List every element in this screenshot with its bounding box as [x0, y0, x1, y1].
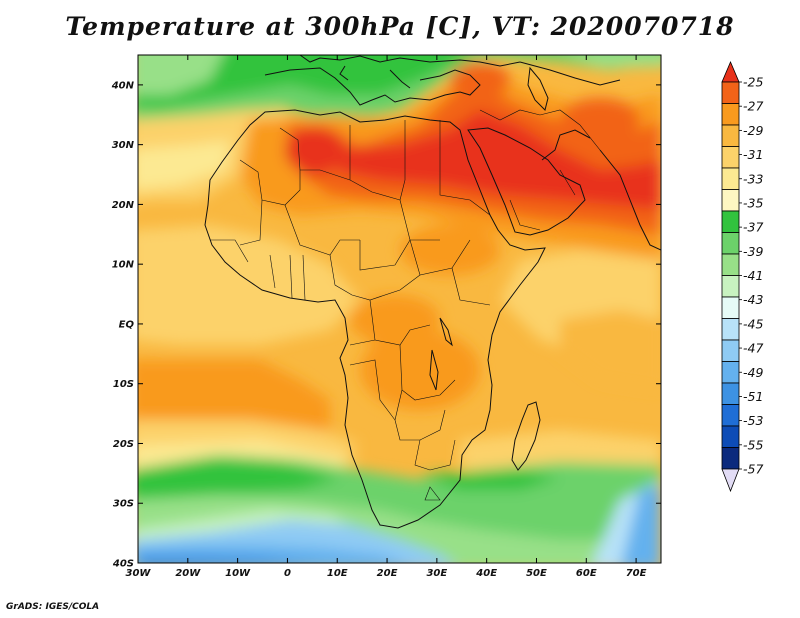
colorbar: -25 -27 -29 -31 -33 -35 -37 -39 -41 -43 -45 -47 -49 -… [721, 60, 763, 493]
colorbar-label: -47 [743, 341, 763, 356]
y-tick-label: 10S [113, 379, 134, 390]
colorbar-top-arrow [721, 60, 740, 83]
colorbar-swatch [721, 189, 740, 212]
colorbar-swatch [721, 81, 740, 104]
map-title: Temperature at 300hPa [C], VT: 202007071… [65, 12, 735, 41]
x-tick-label: 40E [475, 568, 497, 579]
arabia-coastline [467, 127, 586, 236]
colorbar-swatch [721, 167, 740, 190]
colorbar-label: -37 [743, 220, 763, 235]
colorbar-label: -27 [743, 99, 763, 114]
colorbar-label: -29 [743, 123, 763, 138]
country-borders [210, 109, 601, 501]
x-tick-label: 30E [426, 568, 447, 579]
colorbar-label: -49 [743, 365, 763, 380]
colorbar-bottom-arrow [721, 468, 740, 493]
colorbar-swatch [721, 253, 740, 276]
map-frame [137, 54, 662, 564]
colorbar-label: -31 [743, 147, 763, 162]
x-tick-label: 50E [526, 568, 547, 579]
colorbar-swatch [721, 146, 740, 169]
colorbar-label: -43 [743, 292, 763, 307]
colorbar-label: -33 [743, 171, 763, 186]
colorbar-label: -39 [743, 244, 763, 259]
y-tick-label: 40N [111, 80, 135, 91]
x-tick-label: 0 [284, 568, 291, 579]
colorbar-swatch [721, 447, 740, 470]
grads-credit: GrADS: IGES/COLA [6, 602, 100, 612]
colorbar-swatch [721, 124, 740, 147]
colorbar-swatch [721, 318, 740, 341]
colorbar-label: -55 [743, 437, 763, 452]
y-tick-label: 10N [112, 260, 135, 271]
x-axis: 30W 20W 10W 0 10E 20E 30E 40E 50E 60E 70E [126, 55, 647, 579]
africa-coastline [204, 109, 546, 529]
y-tick-label: 20N [112, 200, 135, 211]
x-tick-label: 70E [626, 568, 647, 579]
x-tick-label: 20E [377, 568, 398, 579]
colorbar-swatch [721, 296, 740, 319]
mediterranean-north [264, 67, 481, 106]
colorbar-label: -35 [743, 195, 763, 210]
coastlines [204, 55, 661, 529]
colorbar-label: -51 [743, 389, 763, 404]
colorbar-swatch [721, 210, 740, 233]
x-tick-label: 10W [225, 568, 251, 579]
colorbar-swatch [721, 404, 740, 427]
y-tick-label: 30N [112, 140, 135, 151]
colorbar-swatch [721, 232, 740, 255]
colorbar-label: -41 [743, 268, 763, 283]
x-tick-label: 30W [126, 568, 152, 579]
y-tick-label: 20S [113, 439, 134, 450]
madagascar-coastline [511, 401, 541, 471]
y-tick-label: EQ [119, 319, 135, 330]
india-coastline [599, 149, 661, 251]
colorbar-swatch [721, 425, 740, 448]
x-tick-label: 20W [175, 568, 201, 579]
temperature-field [138, 55, 661, 563]
colorbar-swatch [721, 361, 740, 384]
colorbar-swatch [721, 103, 740, 126]
x-tick-label: 10E [327, 568, 348, 579]
colorbar-label: -25 [743, 75, 763, 90]
colorbar-label: -45 [743, 316, 763, 331]
y-tick-label: 30S [113, 499, 134, 510]
x-tick-label: 60E [576, 568, 597, 579]
colorbar-swatch [721, 339, 740, 362]
y-axis: 40N 30N 20N 10N EQ 10S 20S 30S 40S [111, 80, 661, 570]
colorbar-label: -53 [743, 413, 763, 428]
colorbar-swatch [721, 275, 740, 298]
y-tick-label: 40S [112, 559, 134, 570]
colorbar-swatch [721, 382, 740, 405]
colorbar-label: -57 [743, 462, 763, 477]
